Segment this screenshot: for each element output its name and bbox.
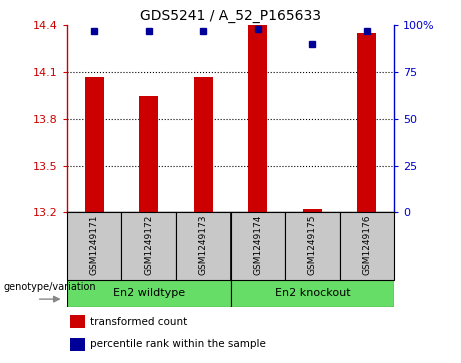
Text: En2 knockout: En2 knockout [274, 288, 350, 298]
Text: transformed count: transformed count [90, 317, 187, 327]
Bar [357, 33, 377, 212]
Bar [84, 77, 104, 212]
Text: percentile rank within the sample: percentile rank within the sample [90, 339, 266, 350]
Bar [176, 212, 230, 280]
Bar [121, 212, 176, 280]
Bar [194, 77, 213, 212]
Text: En2 wildtype: En2 wildtype [112, 288, 185, 298]
Text: GSM1249172: GSM1249172 [144, 215, 153, 275]
Bar [139, 95, 158, 212]
Text: GSM1249175: GSM1249175 [308, 214, 317, 275]
Bar [248, 25, 267, 212]
Bar [70, 315, 85, 329]
Text: GSM1249174: GSM1249174 [253, 215, 262, 275]
Bar [285, 212, 340, 280]
Bar [230, 212, 285, 280]
Bar [230, 280, 394, 307]
Title: GDS5241 / A_52_P165633: GDS5241 / A_52_P165633 [140, 9, 321, 23]
Bar [340, 212, 394, 280]
Bar [303, 209, 322, 212]
Text: GSM1249176: GSM1249176 [362, 214, 372, 275]
Bar [67, 280, 230, 307]
Bar [70, 338, 85, 351]
Text: GSM1249171: GSM1249171 [89, 214, 99, 275]
Text: genotype/variation: genotype/variation [3, 282, 96, 292]
Bar [67, 212, 121, 280]
Text: GSM1249173: GSM1249173 [199, 214, 208, 275]
